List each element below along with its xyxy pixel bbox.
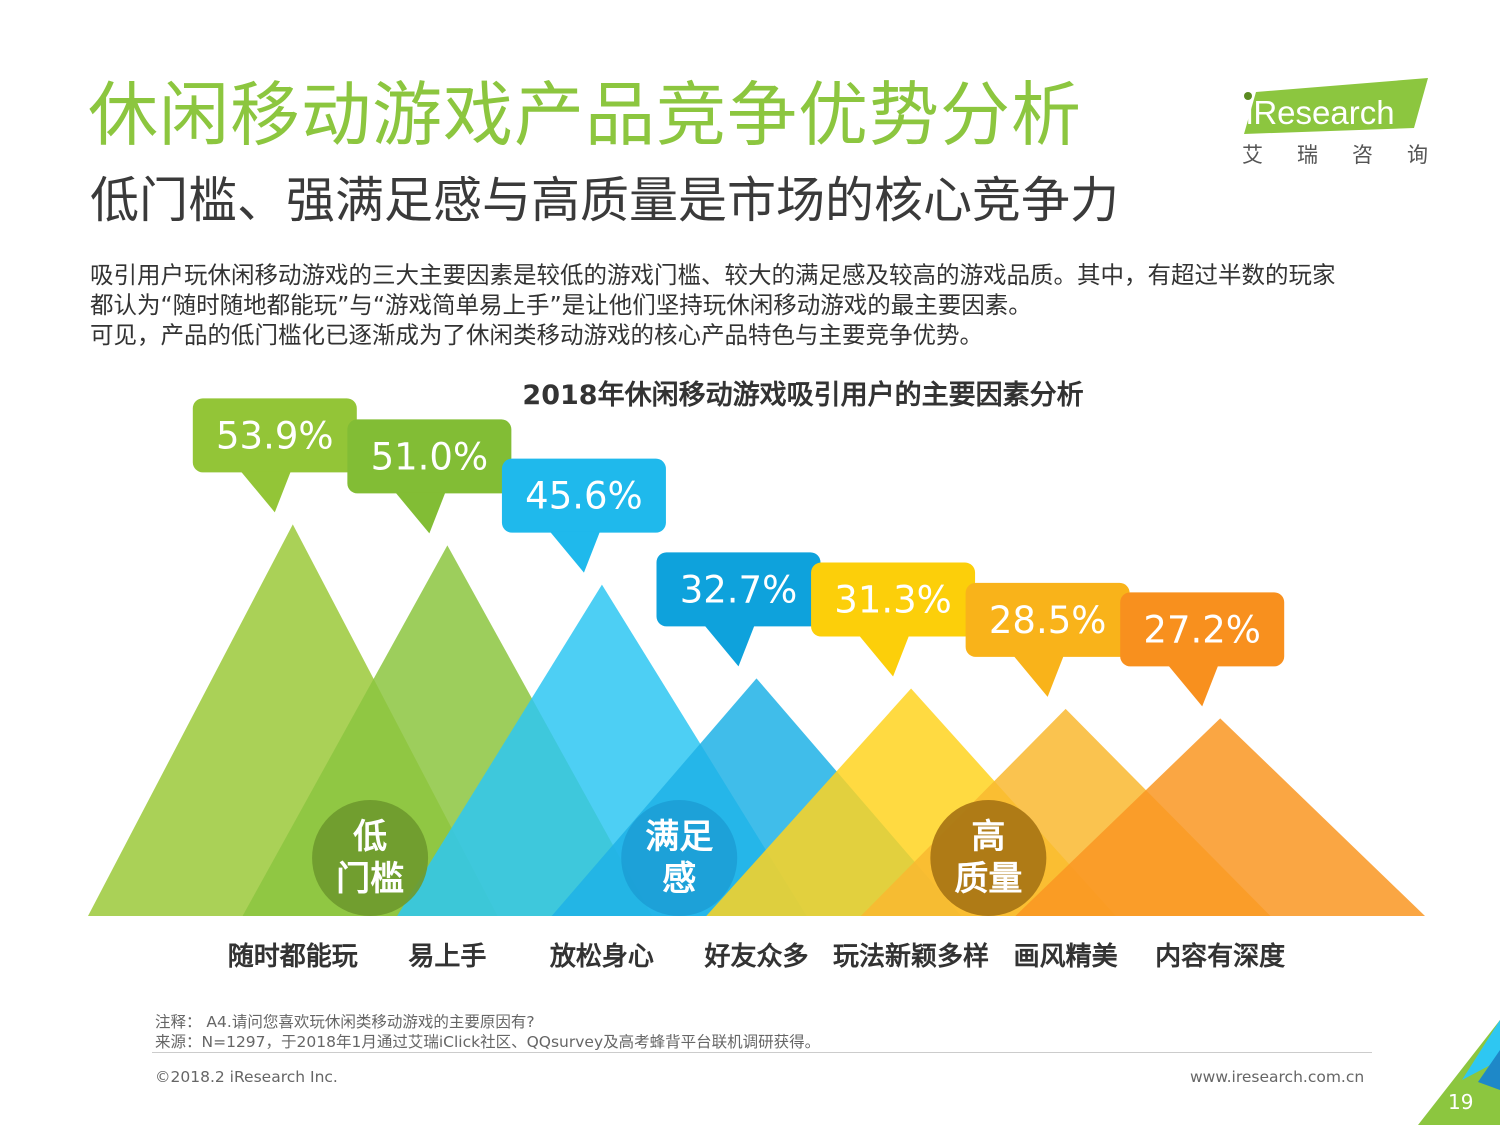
footnotes: 注释： A4.请问您喜欢玩休闲类移动游戏的主要原因有? 来源：N=1297，于2…: [155, 1012, 820, 1052]
corner-decoration: [1418, 1020, 1500, 1125]
data-label: 28.5%: [989, 599, 1107, 642]
group-label: 低: [353, 817, 387, 857]
page-title: 休闲移动游戏产品竞争优势分析: [88, 74, 1082, 156]
value-bubble: 51.0%: [347, 419, 512, 534]
group-circle: [930, 800, 1047, 916]
value-bubble: 45.6%: [501, 458, 666, 573]
bubble-box: [811, 562, 976, 637]
category-label: 玩法新颖多样: [833, 942, 990, 972]
bubble-box: [501, 458, 666, 533]
note-text: 注释： A4.请问您喜欢玩休闲类移动游戏的主要原因有?: [155, 1013, 535, 1031]
bar-mountain: [1015, 718, 1425, 916]
bubble-tail: [859, 635, 910, 677]
category-label: 随时都能玩: [227, 942, 358, 972]
value-bubble: 31.3%: [811, 562, 976, 677]
logo-tagline: 艾 瑞 咨 询: [1242, 145, 1428, 166]
bubble-tail: [704, 625, 755, 667]
data-label: 45.6%: [525, 475, 643, 518]
group-label: 感: [662, 859, 696, 899]
category-label: 好友众多: [704, 942, 809, 972]
logo-tagline-char: 艾: [1242, 143, 1263, 167]
data-label: 51.0%: [371, 435, 489, 478]
chart-title: 2018年休闲移动游戏吸引用户的主要因素分析: [522, 380, 1084, 411]
group-label: 门槛: [336, 859, 404, 899]
page-number: 19: [1448, 1090, 1474, 1114]
footer-divider: [152, 1052, 1372, 1053]
data-label: 32.7%: [680, 568, 798, 611]
group-label: 满足: [645, 817, 713, 857]
website-link[interactable]: www.iresearch.com.cn: [1190, 1068, 1365, 1086]
bubble-tail: [1013, 655, 1064, 697]
value-bubble: 53.9%: [192, 398, 357, 513]
category-label: 易上手: [408, 942, 487, 972]
bubble-box: [1120, 592, 1285, 667]
value-bubble: 28.5%: [965, 582, 1130, 697]
bubble-box: [192, 398, 357, 473]
bubble-tail: [549, 531, 600, 573]
group-circle: [621, 800, 738, 916]
data-label: 27.2%: [1143, 608, 1261, 651]
logo-tagline-char: 瑞: [1297, 143, 1318, 167]
bubble-box: [965, 582, 1130, 657]
category-label: 放松身心: [549, 942, 654, 972]
bubble-box: [656, 552, 821, 627]
group-label: 质量: [954, 859, 1022, 899]
intro-paragraph: 吸引用户玩休闲移动游戏的三大主要因素是较低的游戏门槛、较大的满足感及较高的游戏品…: [90, 260, 1430, 350]
iresearch-logo-icon: iResearch: [1244, 78, 1428, 134]
source-text: 来源：N=1297，于2018年1月通过艾瑞iClick社区、QQsurvey及…: [155, 1033, 821, 1051]
group-label: 高: [971, 817, 1005, 857]
bubble-tail: [1168, 665, 1219, 707]
bubble-box: [347, 419, 512, 494]
logo-tagline-char: 询: [1407, 143, 1428, 167]
category-label: 画风精美: [1013, 942, 1118, 972]
intro-line: 吸引用户玩休闲移动游戏的三大主要因素是较低的游戏门槛、较大的满足感及较高的游戏品…: [90, 261, 1336, 289]
copyright-text: ©2018.2 iResearch Inc.: [155, 1068, 338, 1086]
intro-line: 都认为“随时随地都能玩”与“游戏简单易上手”是让他们坚持玩休闲移动游戏的最主要因…: [90, 291, 1032, 319]
bubble-tail: [240, 471, 291, 513]
bubble-tail: [395, 492, 446, 534]
logo-tagline-char: 咨: [1352, 143, 1373, 167]
group-circle: [312, 800, 429, 916]
value-bubble: 32.7%: [656, 552, 821, 667]
logo-wordmark: iResearch: [1246, 94, 1395, 131]
data-label: 31.3%: [834, 579, 952, 622]
value-bubble: 27.2%: [1120, 592, 1285, 707]
page-subtitle: 低门槛、强满足感与高质量是市场的核心竞争力: [90, 172, 1120, 229]
intro-line: 可见，产品的低门槛化已逐渐成为了休闲类移动游戏的核心产品特色与主要竞争优势。: [90, 321, 983, 349]
data-label: 53.9%: [216, 414, 334, 457]
category-label: 内容有深度: [1155, 942, 1286, 972]
